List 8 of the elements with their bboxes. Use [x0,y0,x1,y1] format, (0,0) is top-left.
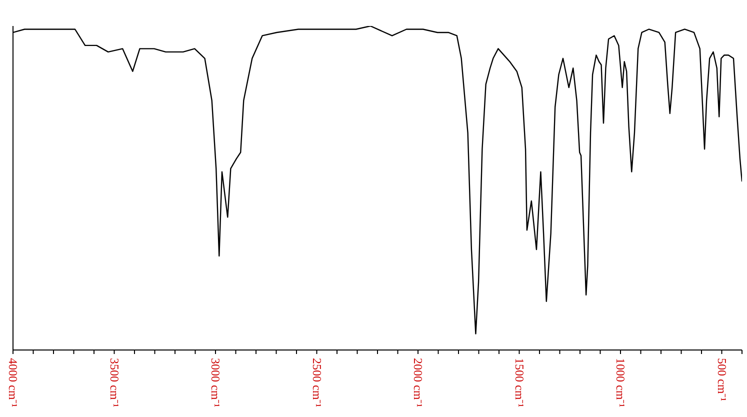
x-tick-label: 2000 cm⁻¹ [411,358,425,408]
x-tick-label: 4000 cm⁻¹ [6,358,20,408]
x-tick-label: 500 cm⁻¹ [714,358,729,402]
x-tick-label: 3000 cm⁻¹ [208,358,222,408]
x-tick-label: 1500 cm⁻¹ [512,358,526,408]
x-tick-label: 2500 cm⁻¹ [310,358,324,408]
x-tick-label: 1000 cm⁻¹ [614,358,628,408]
x-tick-label: 3500 cm⁻¹ [107,358,122,408]
